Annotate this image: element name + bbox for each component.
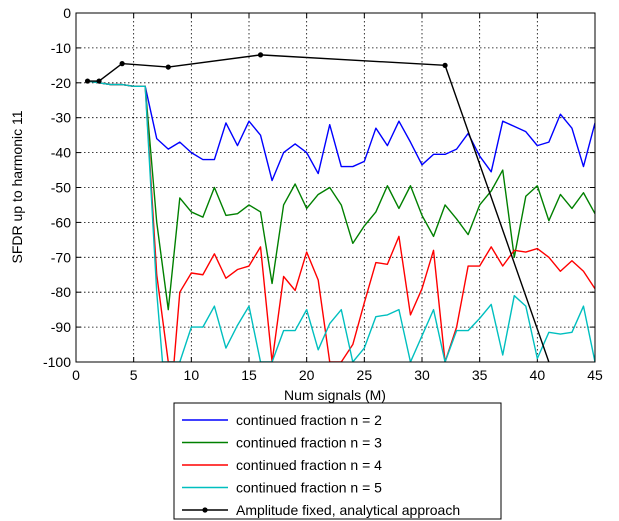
y-tick-label: -30 (51, 110, 71, 126)
x-tick-label: 35 (472, 367, 488, 383)
legend: continued fraction n = 2 continued fracti… (173, 402, 502, 520)
data-point-marker (84, 78, 91, 84)
y-tick-label: -70 (51, 249, 71, 265)
x-tick-label: 30 (414, 367, 430, 383)
legend-item: Amplitude fixed, analytical approach (182, 502, 460, 518)
x-tick-label: 25 (357, 367, 373, 383)
series-continued-fraction-n-2 (87, 80, 595, 182)
legend-items: continued fraction n = 2 continued fracti… (182, 412, 460, 518)
plot-frame (75, 12, 596, 363)
legend-item: continued fraction n = 5 (182, 480, 382, 496)
legend-item: continued fraction n = 2 (182, 412, 382, 428)
series-continued-fraction-n-3 (87, 80, 595, 311)
x-tick-label: 40 (530, 367, 546, 383)
x-tick-label: 45 (587, 367, 603, 383)
y-axis-label: SFDR up to harmonic 11 (9, 110, 25, 263)
legend-item: continued fraction n = 4 (182, 457, 382, 473)
data-point-marker (119, 61, 125, 67)
legend-box (173, 402, 502, 520)
data-point-marker (96, 78, 102, 84)
x-axis-label: Num signals (M) (284, 387, 386, 403)
series-continued-fraction-n-5 (87, 80, 595, 362)
series-layer (84, 52, 595, 362)
legend-item: continued fraction n = 3 (182, 435, 382, 451)
series-line-continued-fraction-n-5 (87, 80, 595, 362)
series-amplitude-fixed-analytical-approach (84, 52, 550, 362)
y-tick-labels: 0 -10 -20 -30 -40 -50 -60 -70 -80 -90 -100 (43, 5, 71, 370)
series-line-continued-fraction-n-4 (87, 80, 595, 362)
legend-marker (202, 507, 208, 513)
series-continued-fraction-n-4 (87, 80, 595, 362)
y-tick-label: -20 (51, 75, 71, 91)
legend-label: continued fraction n = 2 (236, 412, 382, 428)
data-point-marker (165, 64, 171, 70)
y-tick-label: -50 (51, 180, 71, 196)
y-tick-label: -80 (51, 284, 71, 300)
x-tick-label: 5 (130, 367, 138, 383)
x-tick-label: 10 (184, 367, 200, 383)
legend-label: continued fraction n = 4 (236, 457, 382, 473)
x-tick-label: 20 (299, 367, 315, 383)
y-tick-label: -60 (51, 214, 71, 230)
x-tick-label: 15 (241, 367, 257, 383)
legend-label: continued fraction n = 5 (236, 480, 382, 496)
x-tick-labels: 0 5 10 15 20 25 30 35 40 45 (72, 367, 603, 383)
y-tick-label: -40 (51, 145, 71, 161)
y-tick-label: -10 (51, 40, 71, 56)
legend-label: Amplitude fixed, analytical approach (236, 502, 460, 518)
data-point-marker (257, 52, 264, 58)
series-line-continued-fraction-n-3 (87, 80, 595, 311)
data-point-marker (442, 62, 448, 68)
series-line-continued-fraction-n-2 (87, 80, 595, 182)
y-tick-label: -90 (51, 319, 71, 335)
legend-label: continued fraction n = 3 (236, 435, 382, 451)
y-tick-label: 0 (63, 5, 71, 21)
x-tick-label: 0 (72, 367, 80, 383)
y-tick-label: -100 (43, 354, 71, 370)
